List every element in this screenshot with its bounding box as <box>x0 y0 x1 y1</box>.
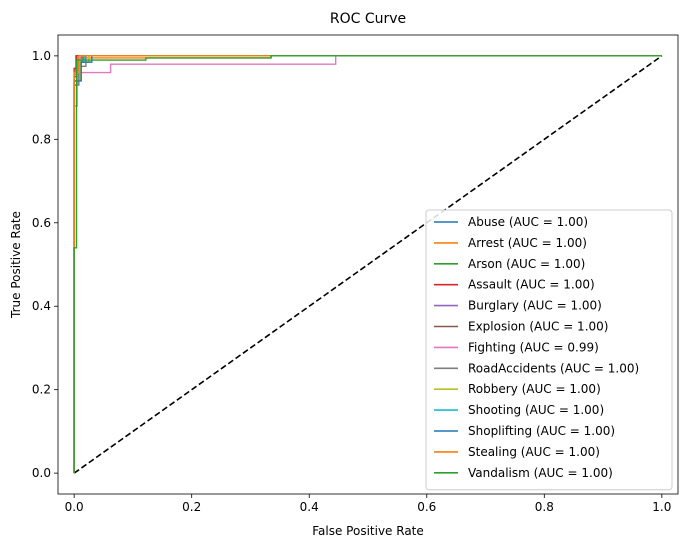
chart-title: ROC Curve <box>330 11 406 27</box>
legend-entry-label: Explosion (AUC = 1.00) <box>468 320 608 334</box>
legend-entry-label: RoadAccidents (AUC = 1.00) <box>468 361 639 375</box>
y-axis-ticks: 0.0 0.2 0.4 0.6 0.8 1.0 <box>32 49 58 480</box>
legend: Abuse (AUC = 1.00) Arrest (AUC = 1.00) Ars… <box>425 209 673 491</box>
legend-entry-label: Fighting (AUC = 0.99) <box>468 340 599 354</box>
series-line-7 <box>73 55 662 474</box>
x-tick-label: 0.8 <box>535 500 554 514</box>
plot-frame <box>57 34 679 495</box>
y-tick-label: 0.6 <box>32 216 51 230</box>
y-tick-label: 1.0 <box>32 49 51 63</box>
y-tick-label: 0.4 <box>32 299 51 313</box>
legend-entry-label: Robbery (AUC = 1.00) <box>468 382 601 396</box>
y-axis-label: True Positive Rate <box>9 211 23 319</box>
legend-entry-label: Abuse (AUC = 1.00) <box>468 215 588 229</box>
x-axis-label: False Positive Rate <box>312 524 424 538</box>
legend-entry-label: Assault (AUC = 1.00) <box>468 278 595 292</box>
plot-lines <box>73 55 663 474</box>
x-tick-label: 0.2 <box>182 500 201 514</box>
legend-entry-label: Arson (AUC = 1.00) <box>468 257 585 271</box>
x-axis-ticks: 0.0 0.2 0.4 0.6 0.8 1.0 <box>65 494 671 514</box>
reference-diagonal-line <box>73 55 663 474</box>
x-tick-label: 0.6 <box>417 500 436 514</box>
series-line-13 <box>73 55 662 474</box>
y-tick-label: 0.8 <box>32 132 51 146</box>
legend-entry-label: Shooting (AUC = 1.00) <box>468 403 604 417</box>
legend-entry-label: Burglary (AUC = 1.00) <box>468 299 602 313</box>
legend-box <box>425 209 673 491</box>
legend-entry-label: Vandalism (AUC = 1.00) <box>468 466 613 480</box>
legend-entry-label: Shoplifting (AUC = 1.00) <box>468 424 615 438</box>
legend-entry-label: Arrest (AUC = 1.00) <box>468 236 587 250</box>
x-tick-label: 0.4 <box>300 500 319 514</box>
y-tick-label: 0.2 <box>32 383 51 397</box>
x-tick-label: 1.0 <box>652 500 671 514</box>
y-tick-label: 0.0 <box>32 466 51 480</box>
x-tick-label: 0.0 <box>65 500 84 514</box>
legend-entry-label: Stealing (AUC = 1.00) <box>468 445 600 459</box>
